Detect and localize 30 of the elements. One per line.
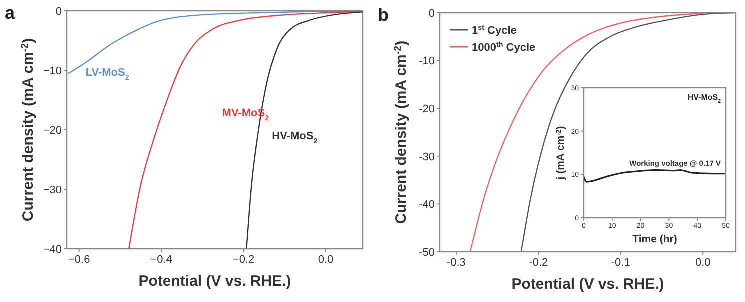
y-tick-label: 0 — [428, 8, 435, 20]
y-tick-label: -20 — [419, 103, 435, 116]
y-tick-label: 0 — [56, 6, 62, 18]
legend-label: 1000$^{th}$ Cycle — [472, 40, 536, 54]
annotation: HV-MoS$_{2}$ — [688, 93, 722, 105]
x-tick-label: −0.4 — [150, 254, 172, 266]
series-label: LV-MoS$_{2}$ — [86, 67, 130, 82]
x-tick-label: −0.6 — [68, 254, 90, 266]
x-axis-title: Potential (V vs. RHE.) — [512, 276, 664, 293]
y-tick-label: -30 — [419, 151, 435, 164]
chart-title: a — [5, 3, 16, 23]
legend-label: 1$^{st}$ Cycle — [472, 24, 517, 37]
y-tick-label: −20 — [43, 124, 62, 137]
chart-title: b — [378, 5, 389, 25]
x-tick-label: −0.2 — [232, 254, 255, 266]
x-axis-title: Potential (V vs. RHE.) — [138, 273, 292, 290]
x-tick-label: 0.0 — [695, 257, 711, 269]
x-axis-title: Time (hr) — [632, 234, 678, 246]
y-tick-label: −40 — [43, 244, 62, 256]
y-tick-label: -10 — [419, 56, 435, 68]
x-tick-label: -0.3 — [446, 257, 466, 269]
line-series — [583, 170, 727, 183]
x-tick-label: -0.1 — [611, 257, 630, 269]
y-tick-label: −30 — [43, 184, 62, 196]
x-tick-label: -0.2 — [529, 257, 548, 269]
x-tick-label: 0.0 — [318, 254, 334, 266]
series-label: HV-MoS$_{2}$ — [272, 130, 318, 146]
y-tick-label: -40 — [419, 199, 435, 212]
y-tick-label: -50 — [419, 246, 435, 259]
y-tick-label: −10 — [43, 65, 62, 78]
